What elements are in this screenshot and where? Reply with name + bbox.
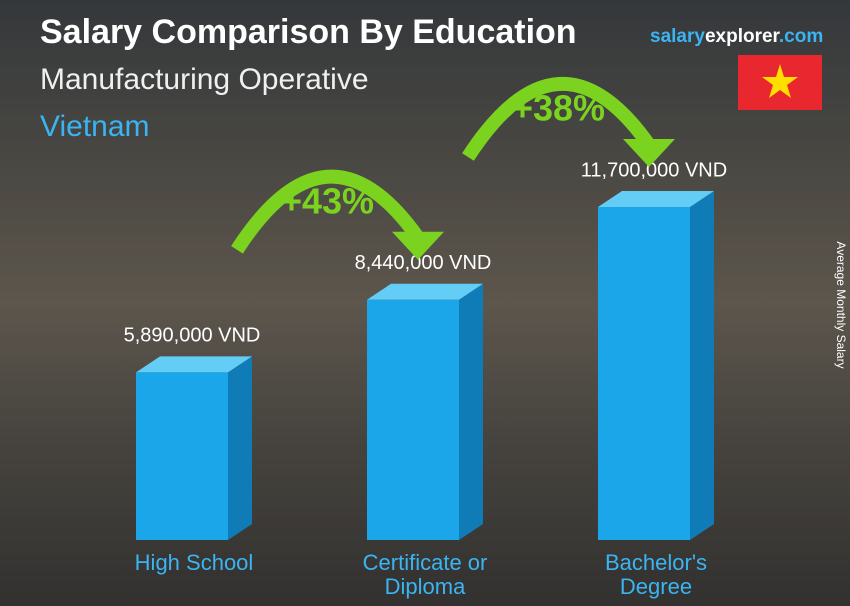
x-tick-label: Certificate or Diploma bbox=[362, 550, 488, 599]
brand: salaryexplorer.com bbox=[650, 26, 823, 47]
bar-top bbox=[598, 191, 714, 207]
growth-label: +38% bbox=[512, 88, 605, 129]
growth-label: +43% bbox=[281, 180, 374, 221]
arrow-head bbox=[392, 231, 444, 260]
bar-top bbox=[136, 356, 252, 373]
growth-arrow bbox=[231, 169, 444, 260]
growth-arrow bbox=[462, 76, 675, 167]
flag bbox=[738, 55, 822, 110]
bar-side bbox=[690, 191, 714, 540]
value-label: 5,890,000 VND bbox=[124, 325, 261, 347]
bar-top bbox=[367, 283, 483, 300]
value-label: 8,440,000 VND bbox=[355, 252, 492, 274]
x-tick-label: Bachelor's Degree bbox=[604, 550, 708, 599]
bar bbox=[367, 283, 483, 540]
chart-subtitle: Manufacturing Operative bbox=[40, 63, 369, 96]
bar-front bbox=[598, 207, 690, 540]
arrow-body bbox=[462, 76, 655, 161]
bar bbox=[598, 191, 714, 540]
x-tick-label: High School bbox=[134, 550, 254, 575]
arrow-head bbox=[623, 139, 675, 167]
bar-front bbox=[367, 299, 459, 540]
value-label: 11,700,000 VND bbox=[581, 159, 727, 181]
arrow-body bbox=[231, 169, 424, 254]
brand-part: explorer bbox=[705, 26, 781, 47]
brand-part: .com bbox=[779, 26, 823, 47]
country: Vietnam bbox=[40, 110, 150, 143]
brand-part: salary bbox=[650, 26, 705, 47]
y-axis-label: Average Monthly Salary bbox=[834, 241, 848, 368]
chart-title: Salary Comparison By Education bbox=[40, 13, 577, 51]
bar-side bbox=[228, 356, 252, 540]
bar-side bbox=[459, 283, 483, 540]
bar-front bbox=[136, 372, 228, 540]
bar bbox=[136, 356, 252, 540]
